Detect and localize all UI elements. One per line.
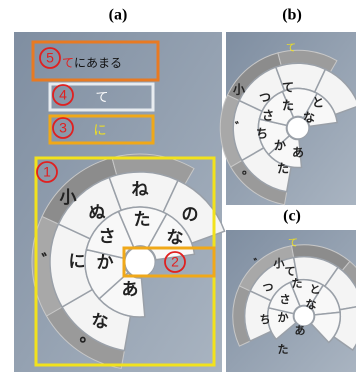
key-label: た <box>277 162 289 176</box>
key-label: か <box>274 139 286 153</box>
key-label: ゛ <box>41 251 59 272</box>
page: (a) (b) (c) 小ねぬのたさなにかあな゛。小つてとたなさ゛ちかあた。゛小… <box>0 0 356 374</box>
key-label: な <box>167 228 184 248</box>
key-label: た <box>134 210 151 230</box>
key-label: た <box>282 99 294 113</box>
key-label: 小 <box>60 188 77 208</box>
candidate-char: に <box>93 124 106 139</box>
key-label: の <box>182 205 199 225</box>
key-label: に <box>69 252 86 272</box>
key-label: か <box>97 253 114 273</box>
key-label: 小 <box>233 82 245 97</box>
callout-number: 2 <box>171 254 179 270</box>
callout-number: 1 <box>43 164 51 180</box>
callout-number: 3 <box>59 120 67 136</box>
panel-label: (c) <box>283 208 301 225</box>
key-label: さ <box>262 109 274 123</box>
key-label: あ <box>122 280 139 300</box>
key-label: ゛ <box>234 120 247 135</box>
key-label: ゛ <box>253 256 265 270</box>
panel-label: (a) <box>109 7 128 24</box>
key-label: な <box>303 111 315 125</box>
callout-number: 5 <box>46 50 54 66</box>
key-label: さ <box>99 227 116 247</box>
word-rest: にあまる <box>74 56 122 70</box>
panel-label: (b) <box>282 7 302 24</box>
word-highlight: て <box>62 56 74 70</box>
key-label: ち <box>256 127 268 141</box>
wheel-center <box>125 247 155 277</box>
key-label: な <box>306 298 317 311</box>
key-label: 。 <box>80 326 97 346</box>
key-label: さ <box>280 293 291 306</box>
key-label: つ <box>263 281 274 294</box>
key-label: た <box>278 343 289 356</box>
callout-number: 4 <box>59 87 67 103</box>
figure: (a) (b) (c) 小ねぬのたさなにかあな゛。小つてとたなさ゛ちかあた。゛小… <box>0 0 356 374</box>
key-label: ぬ <box>89 203 106 223</box>
key-label: と <box>312 96 324 110</box>
key-label: あ <box>292 146 304 160</box>
key-label: ね <box>132 180 149 200</box>
key-label: 小 <box>273 256 285 270</box>
key-label: て <box>282 81 294 95</box>
key-label: ち <box>260 313 271 326</box>
input-char: て <box>288 238 298 249</box>
key-label: と <box>310 283 321 296</box>
key-label: 。 <box>242 163 254 177</box>
key-label: か <box>278 311 289 324</box>
key-label: た <box>292 277 303 290</box>
input-char: て <box>95 91 108 106</box>
typed-word: てにあまる <box>62 56 122 70</box>
input-char: て <box>286 43 296 54</box>
key-label: あ <box>295 324 306 337</box>
key-label: つ <box>259 91 271 105</box>
